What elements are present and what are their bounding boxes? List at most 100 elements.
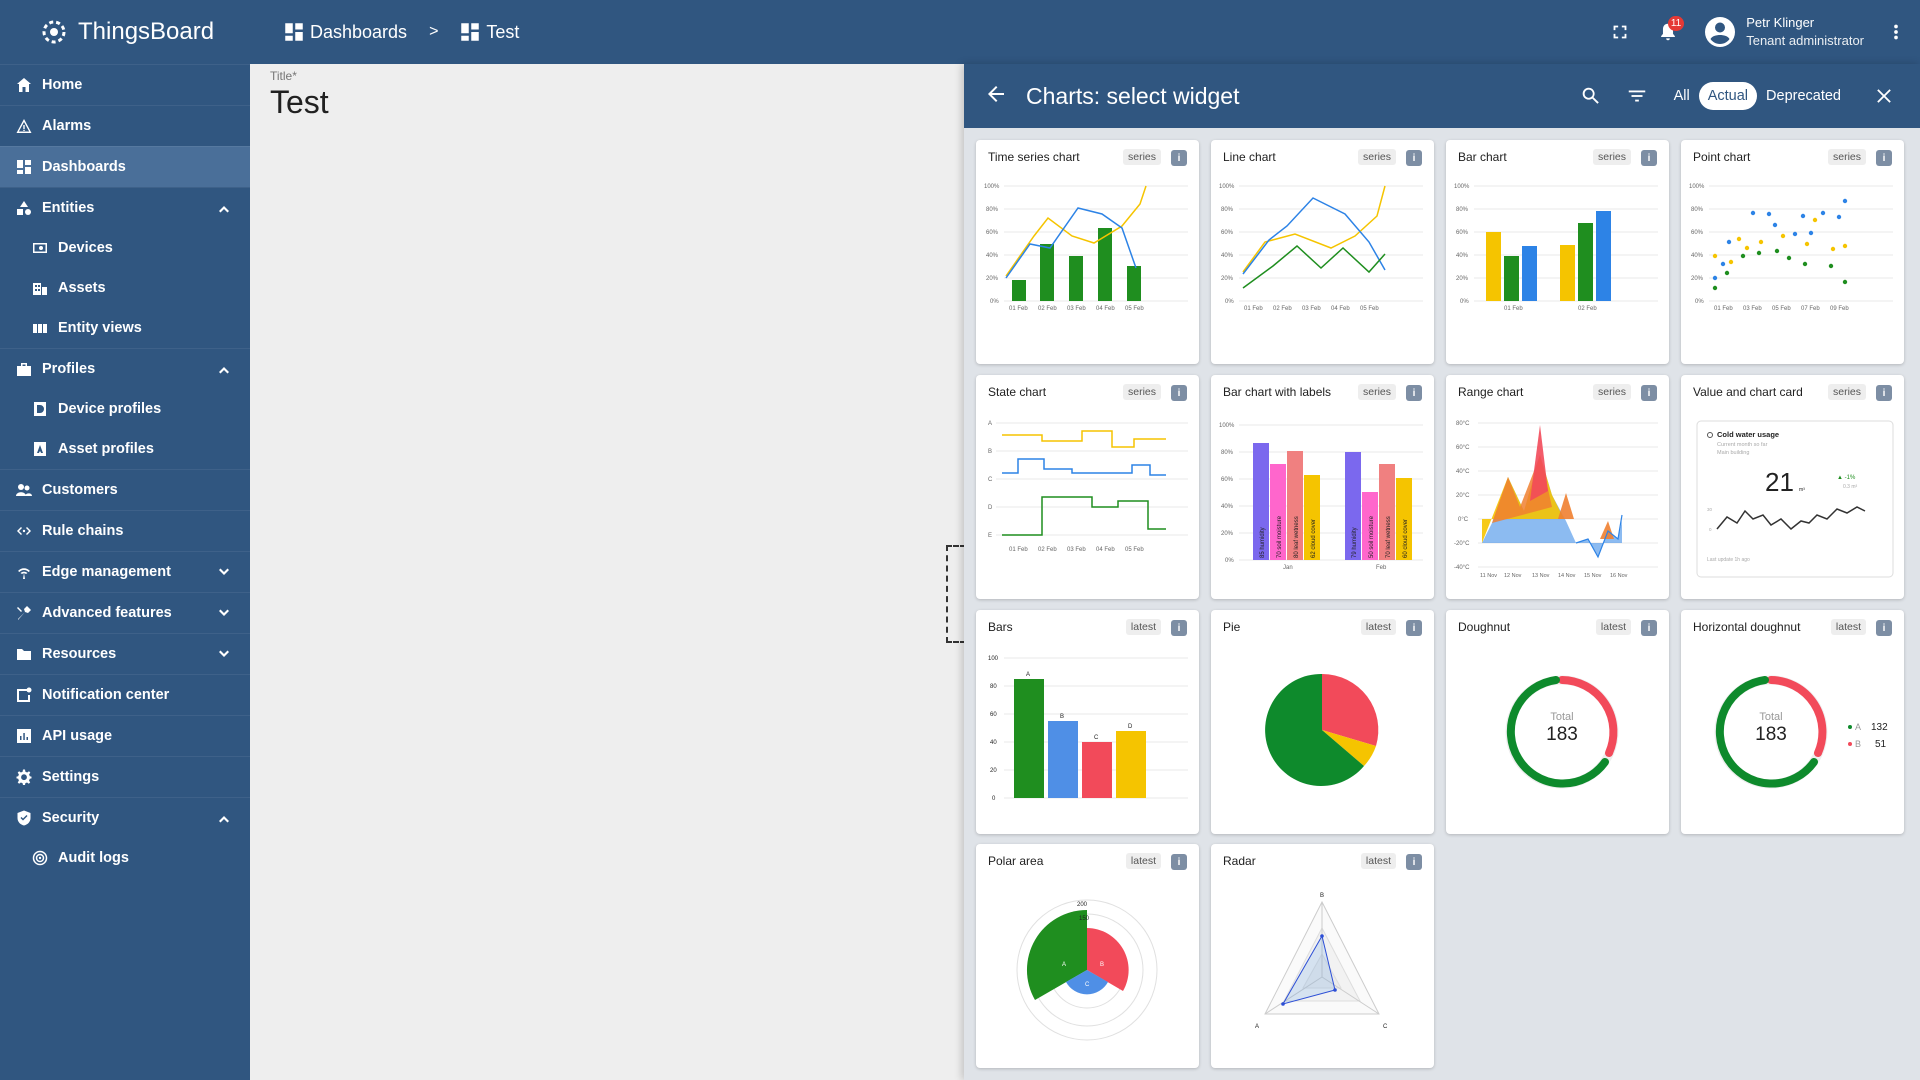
info-icon[interactable]: i (1641, 620, 1657, 636)
widget-card-tag: series (1122, 384, 1161, 400)
widget-type-filter: All Actual Deprecated (1665, 82, 1850, 110)
polar-label: C (1085, 982, 1090, 988)
y-tick: -40°C (1454, 565, 1470, 571)
x-tick: 05 Feb (1125, 306, 1144, 312)
sidebar-item-dashboards[interactable]: Dashboards (0, 146, 250, 187)
widget-preview (1217, 646, 1428, 828)
sidebar-item-device-profiles[interactable]: Device profiles (0, 389, 250, 429)
sidebar-item-asset-profiles[interactable]: Asset profiles (0, 429, 250, 469)
doughnut-total-label: Total (1759, 711, 1782, 723)
x-tick: Jan (1283, 565, 1293, 571)
info-icon[interactable]: i (1876, 620, 1892, 636)
info-icon[interactable]: i (1641, 150, 1657, 166)
sidebar-item-assets[interactable]: Assets (0, 268, 250, 308)
sidebar-item-advanced-features[interactable]: Advanced features (0, 592, 250, 633)
info-icon[interactable]: i (1876, 385, 1892, 401)
notifications-button[interactable]: 11 (1648, 12, 1688, 52)
chevron-down-icon[interactable] (216, 605, 232, 621)
y-tick: 0% (990, 299, 999, 305)
more-menu-button[interactable] (1876, 12, 1916, 52)
chevron-up-icon[interactable] (216, 200, 232, 216)
sidebar-item-rule-chains[interactable]: Rule chains (0, 510, 250, 551)
sidebar-item-entity-views[interactable]: Entity views (0, 308, 250, 348)
breadcrumb-separator: > (429, 23, 439, 40)
widget-preview: 100% 80% 60% 40% 20% 0% 01 Feb 03 Feb 05 Feb 07 … (1687, 176, 1898, 358)
info-icon[interactable]: i (1876, 150, 1892, 166)
chevron-up-icon[interactable] (216, 361, 232, 377)
widget-card-bars[interactable]: Bars latest i 100 80 60 40 20 0 A B C D (976, 610, 1199, 834)
widget-card-point-chart[interactable]: Point chart series i 100% 80% 60% 40% 20% 0% … (1681, 140, 1904, 364)
filter-button[interactable] (1619, 78, 1655, 114)
sidebar-item-notification-center[interactable]: Notification center (0, 674, 250, 715)
info-icon[interactable]: i (1406, 150, 1422, 166)
info-icon[interactable]: i (1406, 854, 1422, 870)
settings-icon (16, 769, 32, 785)
close-button[interactable] (1866, 78, 1902, 114)
widget-drop-zone[interactable] (946, 545, 966, 643)
info-icon[interactable]: i (1641, 385, 1657, 401)
sidebar-item-profiles[interactable]: Profiles (0, 348, 250, 389)
x-tick: 16 Nov (1610, 573, 1628, 579)
app-logo[interactable]: ThingsBoard (0, 0, 250, 64)
sidebar-item-settings[interactable]: Settings (0, 756, 250, 797)
panel-actions: All Actual Deprecated (1573, 64, 1902, 128)
sidebar-item-label: Settings (42, 769, 100, 785)
sidebar-item-home[interactable]: Home (0, 64, 250, 105)
widget-card-bar-chart[interactable]: Bar chart series i 100% 80% 60% 40% 20% 0% 01… (1446, 140, 1669, 364)
sidebar-item-entities[interactable]: Entities (0, 187, 250, 228)
sidebar-item-audit-logs[interactable]: Audit logs (0, 838, 250, 878)
info-icon[interactable]: i (1171, 150, 1187, 166)
info-icon[interactable]: i (1171, 620, 1187, 636)
x-tick: 05 Feb (1360, 306, 1379, 312)
widget-card-title: Doughnut (1458, 620, 1511, 634)
fullscreen-button[interactable] (1600, 12, 1640, 52)
widget-card-doughnut[interactable]: Doughnut latest i Total 183 (1446, 610, 1669, 834)
widget-card-radar[interactable]: Radar latest i B A C (1211, 844, 1434, 1068)
security-icon (16, 810, 32, 826)
entities-icon (16, 200, 32, 216)
chevron-up-icon[interactable] (216, 810, 232, 826)
widget-preview: 100% 80% 60% 40% 20% 0% 01 Feb 02 Feb 03 Feb 04 … (982, 176, 1193, 358)
widget-card-state-chart[interactable]: State chart series i A B C D E 01 Feb 02 Feb 0… (976, 375, 1199, 599)
widget-card-polar-area[interactable]: Polar area latest i 200 150 A B C (976, 844, 1199, 1068)
sidebar-item-resources[interactable]: Resources (0, 633, 250, 674)
filter-actual[interactable]: Actual (1698, 82, 1758, 110)
user-menu[interactable]: Petr Klinger Tenant administrator (1704, 14, 1864, 50)
widget-card-horizontal-doughnut[interactable]: Horizontal doughnut latest i Total 183 A… (1681, 610, 1904, 834)
y-tick: 60°C (1456, 445, 1470, 451)
title-field-input[interactable]: Test (270, 84, 329, 120)
info-icon[interactable]: i (1406, 385, 1422, 401)
y-tick: 0% (1695, 299, 1704, 305)
chevron-down-icon[interactable] (216, 564, 232, 580)
sidebar-item-api-usage[interactable]: API usage (0, 715, 250, 756)
entity-view-icon (32, 320, 48, 336)
info-icon[interactable]: i (1406, 620, 1422, 636)
breadcrumb-dashboards[interactable]: Dashboards (284, 22, 407, 43)
breadcrumb-label: Test (486, 21, 520, 42)
y-tick: 60% (1691, 230, 1704, 236)
widget-card-range-chart[interactable]: Range chart series i 80°C 60°C 40°C 20°C 0°C… (1446, 375, 1669, 599)
widget-card-line-chart[interactable]: Line chart series i 100% 80% 60% 40% 20% 0% 0… (1211, 140, 1434, 364)
search-icon (1582, 87, 1599, 104)
chevron-down-icon[interactable] (216, 646, 232, 662)
info-icon[interactable]: i (1171, 854, 1187, 870)
filter-deprecated[interactable]: Deprecated (1766, 88, 1841, 104)
back-button[interactable] (984, 82, 1008, 111)
sidebar-item-label: Assets (58, 280, 106, 296)
sidebar-item-customers[interactable]: Customers (0, 469, 250, 510)
y-tick: 100% (1454, 184, 1470, 190)
sidebar-item-security[interactable]: Security (0, 797, 250, 838)
widget-card-tag: latest (1125, 853, 1161, 869)
sidebar-item-devices[interactable]: Devices (0, 228, 250, 268)
widget-card-value-and-chart-card[interactable]: Value and chart card series i Cold water… (1681, 375, 1904, 599)
dashboard-icon (16, 159, 32, 175)
info-icon[interactable]: i (1171, 385, 1187, 401)
search-button[interactable] (1573, 78, 1609, 114)
filter-all[interactable]: All (1673, 88, 1690, 104)
widget-card-time-series-chart[interactable]: Time series chart series i 100% 80% 60% 40%… (976, 140, 1199, 364)
widget-card-tag: latest (1830, 619, 1866, 635)
widget-card-bar-chart-with-labels[interactable]: Bar chart with labels series i 100% 80% 60… (1211, 375, 1434, 599)
sidebar-item-alarms[interactable]: Alarms (0, 105, 250, 146)
sidebar-item-edge-management[interactable]: Edge management (0, 551, 250, 592)
widget-card-pie[interactable]: Pie latest i (1211, 610, 1434, 834)
